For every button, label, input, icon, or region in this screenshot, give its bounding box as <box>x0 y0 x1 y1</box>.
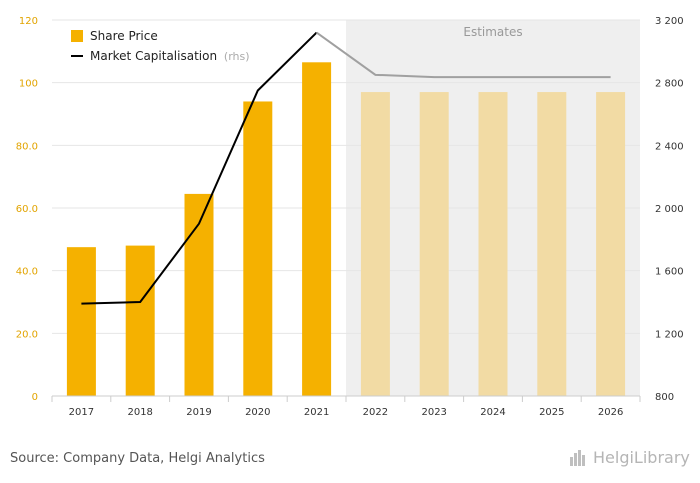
x-tick-label-2023: 2023 <box>421 407 446 418</box>
y-right-tick-label: 2 800 <box>655 79 684 90</box>
brand-logo: HelgiLibrary <box>570 448 690 467</box>
y-right-tick-label: 1 600 <box>655 267 684 278</box>
y-left-tick-label: 80.0 <box>16 141 38 152</box>
y-left-tick-label: 120 <box>19 16 38 27</box>
x-tick-label-2018: 2018 <box>127 407 152 418</box>
bar-series <box>66 62 626 397</box>
y-right-tick-label: 2 400 <box>655 141 684 152</box>
legend: Share Price Market Capitalisation (rhs) <box>71 29 250 63</box>
y-right-tick-label: 3 200 <box>655 16 684 27</box>
bar-share-price-2023 <box>419 92 449 397</box>
bar-share-price-2020 <box>243 101 273 396</box>
y-left-tick-label: 100 <box>19 79 38 90</box>
legend-label-market-cap: Market Capitalisation (rhs) <box>90 49 250 63</box>
line-series <box>81 31 611 305</box>
x-tick-label-2025: 2025 <box>539 407 564 418</box>
y-left-tick-label: 20.0 <box>16 329 38 340</box>
legend-label-share-price: Share Price <box>90 29 158 43</box>
bar-share-price-2025 <box>537 92 567 397</box>
x-tick-label-2026: 2026 <box>598 407 623 418</box>
library-icon <box>570 449 588 466</box>
bar-share-price-2024 <box>478 92 508 397</box>
line-market-cap-estimate <box>316 31 611 79</box>
bar-share-price-2026 <box>596 92 626 397</box>
y-right-tick-label: 800 <box>655 392 674 403</box>
legend-swatch-share-price <box>71 30 83 42</box>
y-left-tick-label: 40.0 <box>16 267 38 278</box>
bar-share-price-2019 <box>184 193 214 396</box>
bar-share-price-2017 <box>66 247 96 396</box>
line-market-cap-actual <box>81 31 318 305</box>
brand-name: HelgiLibrary <box>593 448 690 467</box>
y-axis-left: 0 20.0 40.0 60.0 80.0 100 120 <box>16 16 38 403</box>
source-note: Source: Company Data, Helgi Analytics <box>10 451 265 466</box>
y-right-tick-label: 1 200 <box>655 329 684 340</box>
x-tick-label-2017: 2017 <box>69 407 94 418</box>
bar-share-price-2021 <box>302 62 332 397</box>
bar-share-price-2022 <box>360 92 390 397</box>
x-tick-label-2022: 2022 <box>363 407 388 418</box>
x-tick-label-2021: 2021 <box>304 407 329 418</box>
chart: Estimates 0 20.0 40.0 60.0 80.0 100 120 800 1 2… <box>16 16 684 418</box>
y-right-tick-label: 2 000 <box>655 204 684 215</box>
y-axis-right: 800 1 200 1 600 2 000 2 400 2 800 3 200 <box>655 16 684 403</box>
y-left-tick-label: 60.0 <box>16 204 38 215</box>
x-tick-label-2020: 2020 <box>245 407 270 418</box>
legend-market-cap-suffix: (rhs) <box>224 50 250 63</box>
legend-market-cap-name: Market Capitalisation <box>90 49 217 63</box>
x-tick-label-2019: 2019 <box>186 407 211 418</box>
bar-share-price-2018 <box>125 245 155 396</box>
x-tick-label-2024: 2024 <box>480 407 505 418</box>
estimates-label: Estimates <box>463 25 522 39</box>
x-axis: 2017 2018 2019 2020 2021 2022 2023 2024 2025 2026 <box>51 395 641 418</box>
y-left-tick-label: 0 <box>32 392 38 403</box>
